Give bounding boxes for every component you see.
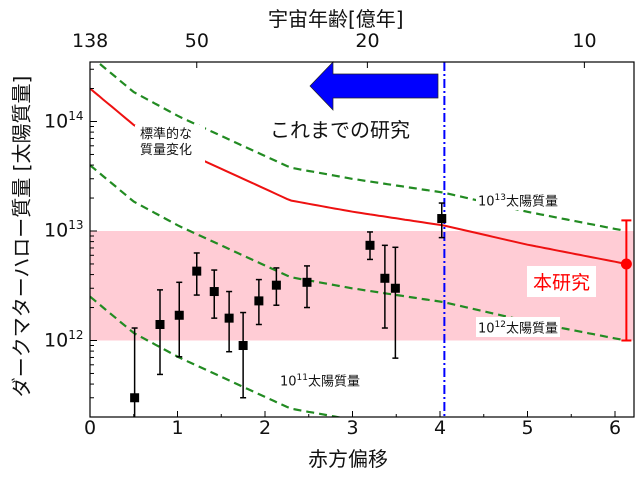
track-label-unit: 太陽質量 bbox=[308, 374, 361, 390]
x-tick-label: 5 bbox=[521, 417, 534, 439]
track-label-1e12: 1012太陽質量 bbox=[476, 317, 561, 338]
data-point bbox=[390, 283, 400, 293]
track-label-base: 10 bbox=[478, 194, 495, 210]
y-tick-base: 10 bbox=[44, 109, 69, 132]
x-tick-label: 4 bbox=[434, 417, 447, 439]
data-point bbox=[254, 296, 264, 306]
x-axis-title: 赤方偏移 bbox=[308, 447, 388, 471]
y-tick-base: 10 bbox=[44, 328, 69, 351]
data-point bbox=[302, 277, 312, 287]
x-tick-label: 2 bbox=[259, 417, 272, 439]
track-label-unit: 太陽質量 bbox=[506, 194, 559, 210]
this-study-point bbox=[620, 258, 632, 270]
y-tick-exp: 14 bbox=[68, 108, 84, 123]
y-tick-label: 1014 bbox=[44, 109, 83, 132]
track-label-exp: 13 bbox=[494, 193, 506, 203]
data-point bbox=[155, 319, 165, 329]
data-point bbox=[224, 313, 234, 323]
y-tick-exp: 13 bbox=[68, 218, 84, 232]
data-point bbox=[437, 214, 447, 224]
data-point bbox=[238, 341, 248, 351]
data-point bbox=[271, 280, 281, 290]
y-tick-base: 10 bbox=[44, 219, 69, 242]
track-label-1e13: 1013太陽質量 bbox=[476, 190, 561, 211]
y-tick-label: 1012 bbox=[44, 328, 83, 351]
x-tick-label: 1 bbox=[171, 417, 184, 439]
track-label-base: 10 bbox=[280, 374, 297, 390]
previous-studies-arrow-icon bbox=[309, 61, 439, 111]
track-label-exp: 11 bbox=[296, 373, 308, 383]
data-point bbox=[192, 266, 202, 276]
top-tick-label: 50 bbox=[184, 30, 209, 52]
this-study-label: 本研究 bbox=[527, 266, 597, 297]
arrow-label: これまでの研究 bbox=[270, 118, 410, 142]
y-tick-exp: 12 bbox=[68, 327, 84, 342]
top-axis-title: 宇宙年齢[億年] bbox=[268, 7, 404, 31]
data-point bbox=[365, 240, 375, 250]
data-point bbox=[209, 287, 219, 297]
y-tick-label: 1013 bbox=[44, 218, 83, 241]
track-label-exp: 12 bbox=[494, 320, 506, 330]
y-axis-title: ダークマターハロー質量 [太陽質量] bbox=[9, 75, 34, 398]
label-background bbox=[135, 125, 205, 167]
data-point bbox=[380, 273, 390, 283]
plot-frame bbox=[89, 61, 635, 418]
top-tick-label: 20 bbox=[355, 30, 380, 52]
x-tick-label: 3 bbox=[346, 417, 359, 439]
x-tick-label: 6 bbox=[609, 417, 622, 439]
top-tick-label: 10 bbox=[572, 30, 597, 52]
track-label-unit: 太陽質量 bbox=[506, 321, 559, 337]
top-tick-label: 138 bbox=[72, 30, 109, 52]
track-label-1e11: 1011太陽質量 bbox=[278, 370, 363, 391]
data-point bbox=[174, 310, 184, 320]
x-tick-label: 0 bbox=[84, 417, 97, 439]
mass-track-line bbox=[90, 164, 624, 342]
data-point bbox=[130, 393, 140, 403]
track-label-base: 10 bbox=[478, 321, 495, 337]
mass-track-line bbox=[95, 62, 624, 232]
standard-growth-label: 標準的な 質量変化 bbox=[140, 127, 193, 158]
